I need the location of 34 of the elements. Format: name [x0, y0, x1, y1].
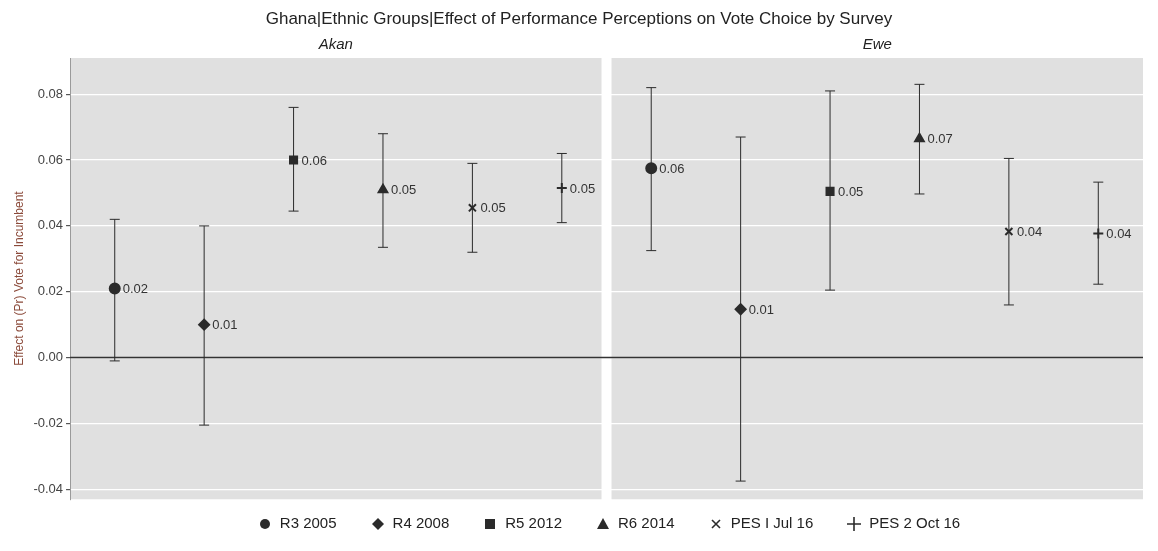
data-label: 0.02 [122, 281, 149, 297]
data-label: 0.04 [1016, 224, 1043, 240]
data-label: 0.06 [301, 152, 327, 168]
point [289, 155, 299, 165]
y-tick-label: 0.00 [37, 349, 64, 365]
text: Akan [317, 34, 353, 52]
y-tick-label: 0.06 [37, 151, 64, 167]
data-label: 0.05 [569, 180, 596, 196]
y-tick-label: 0.04 [37, 217, 64, 233]
y-axis-title: Effect on (Pr) Vote for Incumbent [11, 190, 26, 366]
text: Ewe [862, 34, 892, 52]
data-label: 0.05 [838, 183, 864, 199]
data-label: 0.04 [1106, 226, 1132, 242]
point [1004, 226, 1014, 237]
legend-label: R3 2005 [279, 514, 337, 531]
chart-title: Ghana|Ethnic Groups|Effect of Performance Perceptions on Vote Choice by Survey [264, 8, 894, 30]
y-tick-label: -0.04 [33, 480, 64, 496]
legend-label: PES I Jul 16 [730, 514, 814, 531]
point [467, 203, 477, 213]
point [914, 132, 925, 143]
legend-label: R4 2008 [392, 514, 450, 531]
legend-label: R5 2012 [505, 514, 562, 531]
data-label: 0.07 [927, 131, 953, 147]
point [1092, 227, 1105, 240]
data-label: 0.06 [659, 160, 685, 176]
data-label: 0.05 [480, 200, 506, 216]
data-label: 0.01 [748, 301, 774, 317]
legend-label: PES 2 Oct 16 [869, 514, 961, 531]
data-label: 0.01 [212, 317, 238, 333]
data-label: 0.05 [390, 182, 417, 198]
y-tick-label: 0.02 [37, 283, 64, 299]
y-tick-label: -0.02 [33, 415, 64, 431]
legend-label: R6 2014 [618, 514, 675, 531]
y-tick-label: 0.08 [37, 85, 64, 101]
